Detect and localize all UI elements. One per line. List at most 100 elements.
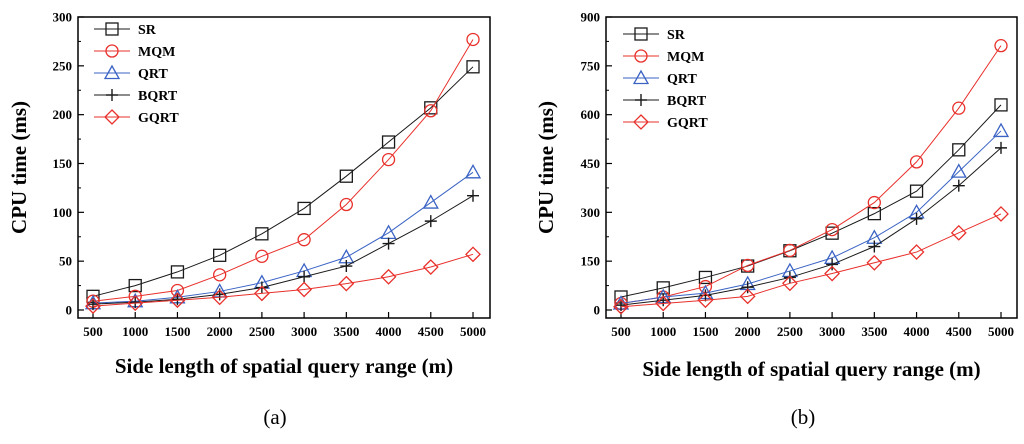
data-point-bqrt [467, 189, 479, 202]
data-point-gqrt [950, 224, 967, 241]
x-tick-label: 3000 [819, 324, 845, 339]
legend-marker-mqm [634, 49, 648, 63]
data-point-mqm [825, 222, 839, 237]
data-point-sr [128, 278, 142, 293]
data-point-bqrt [255, 281, 268, 294]
legend-label-gqrt: GQRT [138, 111, 179, 126]
legend-label-bqrt: BQRT [667, 94, 707, 109]
x-tick-label: 1500 [692, 324, 718, 339]
legend-label-qrt: QRT [138, 67, 169, 82]
legend-label-mqm: MQM [667, 50, 704, 65]
data-point-gqrt [866, 254, 883, 271]
data-point-gqrt [85, 298, 101, 315]
x-tick-label: 1000 [122, 324, 148, 339]
x-tick-label: 2500 [777, 324, 803, 339]
legend: SR MQM QRT BQRT GQRT [94, 22, 179, 126]
series-line-mqm [620, 45, 1002, 304]
data-point-bqrt [783, 271, 796, 284]
legend-label-qrt: QRT [667, 72, 698, 87]
data-point-sr [170, 265, 185, 279]
series-line-bqrt [92, 195, 474, 305]
y-tick-label: 100 [53, 205, 73, 220]
data-point-sr [867, 206, 881, 221]
y-tick-label: 0 [66, 303, 73, 318]
legend-label-gqrt: GQRT [667, 116, 708, 131]
x-axis-title: Side length of spatial query range (m) [115, 354, 453, 378]
data-point-bqrt [699, 289, 712, 302]
data-point-bqrt [424, 215, 437, 228]
y-tick-label: 900 [581, 10, 601, 25]
data-point-gqrt [655, 295, 672, 312]
data-point-gqrt [697, 292, 714, 309]
data-point-gqrt [781, 275, 798, 292]
y-tick-label: 450 [581, 156, 601, 171]
data-point-bqrt [382, 237, 395, 250]
x-tick-label: 4500 [418, 324, 444, 339]
data-point-bqrt [298, 270, 311, 283]
data-point-qrt [380, 224, 397, 239]
panel-caption: (a) [263, 405, 286, 429]
data-point-bqrt [826, 258, 839, 271]
series-line-qrt [620, 130, 1002, 304]
data-point-sr [698, 270, 713, 285]
x-tick-label: 4000 [376, 324, 402, 339]
data-point-sr [909, 184, 924, 198]
x-tick-label: 5000 [988, 324, 1014, 339]
x-tick-label: 4500 [946, 324, 972, 339]
y-axis-title: CPU time (ms) [7, 101, 31, 234]
data-point-mqm [741, 258, 755, 273]
data-point-qrt [950, 163, 967, 178]
data-point-sr [297, 201, 311, 216]
data-point-mqm [339, 197, 353, 212]
x-tick-label: 5000 [460, 324, 486, 339]
data-point-gqrt [739, 288, 756, 305]
x-tick-label: 3500 [333, 324, 359, 339]
data-point-bqrt [340, 260, 353, 273]
y-axis-title: CPU time (ms) [534, 101, 558, 234]
legend-marker-qrt [103, 64, 121, 80]
legend-marker-bqrt [106, 89, 118, 101]
y-tick-label: 750 [581, 58, 601, 73]
series-line-bqrt [620, 147, 1002, 306]
y-tick-label: 150 [53, 156, 73, 171]
data-point-qrt [464, 163, 482, 179]
y-tick-label: 250 [53, 58, 73, 73]
panel-caption: (b) [791, 405, 816, 429]
data-point-mqm [297, 233, 311, 247]
legend-label-mqm: MQM [138, 45, 175, 60]
data-point-qrt [422, 194, 439, 209]
legend-label-bqrt: BQRT [138, 89, 178, 104]
data-point-bqrt [129, 296, 142, 309]
data-point-sr [656, 281, 670, 295]
legend-marker-sr [634, 27, 648, 41]
data-point-bqrt [952, 179, 965, 192]
data-point-gqrt [253, 285, 270, 302]
data-point-bqrt [995, 141, 1007, 154]
series-line-sr [92, 66, 474, 297]
series-line-mqm [92, 39, 474, 302]
data-point-bqrt [910, 212, 923, 225]
x-axis-title: Side length of spatial query range (m) [642, 357, 980, 381]
chart-panel-b: 0 150 300 450 600 750 900 500 1000 1500 2000 2500 30… [534, 10, 1018, 429]
x-tick-label: 500 [611, 324, 631, 339]
x-tick-label: 1500 [164, 324, 190, 339]
data-point-bqrt [741, 281, 754, 294]
data-point-bqrt [87, 298, 99, 311]
data-point-mqm [424, 104, 438, 118]
data-point-sr [994, 98, 1008, 112]
plot-frame [605, 16, 1018, 319]
legend: SR MQM QRT BQRT GQRT [623, 27, 708, 131]
data-point-mqm [867, 195, 881, 210]
data-point-sr [952, 143, 966, 157]
data-point-sr [339, 169, 353, 183]
data-point-gqrt [211, 289, 228, 306]
plot-frame [77, 16, 491, 319]
data-point-mqm [381, 152, 396, 167]
legend-marker-gqrt [104, 109, 120, 125]
series-line-qrt [92, 171, 474, 304]
x-tick-label: 2500 [249, 324, 275, 339]
legend-marker-sr [105, 22, 119, 36]
legend-marker-bqrt [635, 94, 647, 106]
data-point-gqrt [127, 295, 144, 312]
